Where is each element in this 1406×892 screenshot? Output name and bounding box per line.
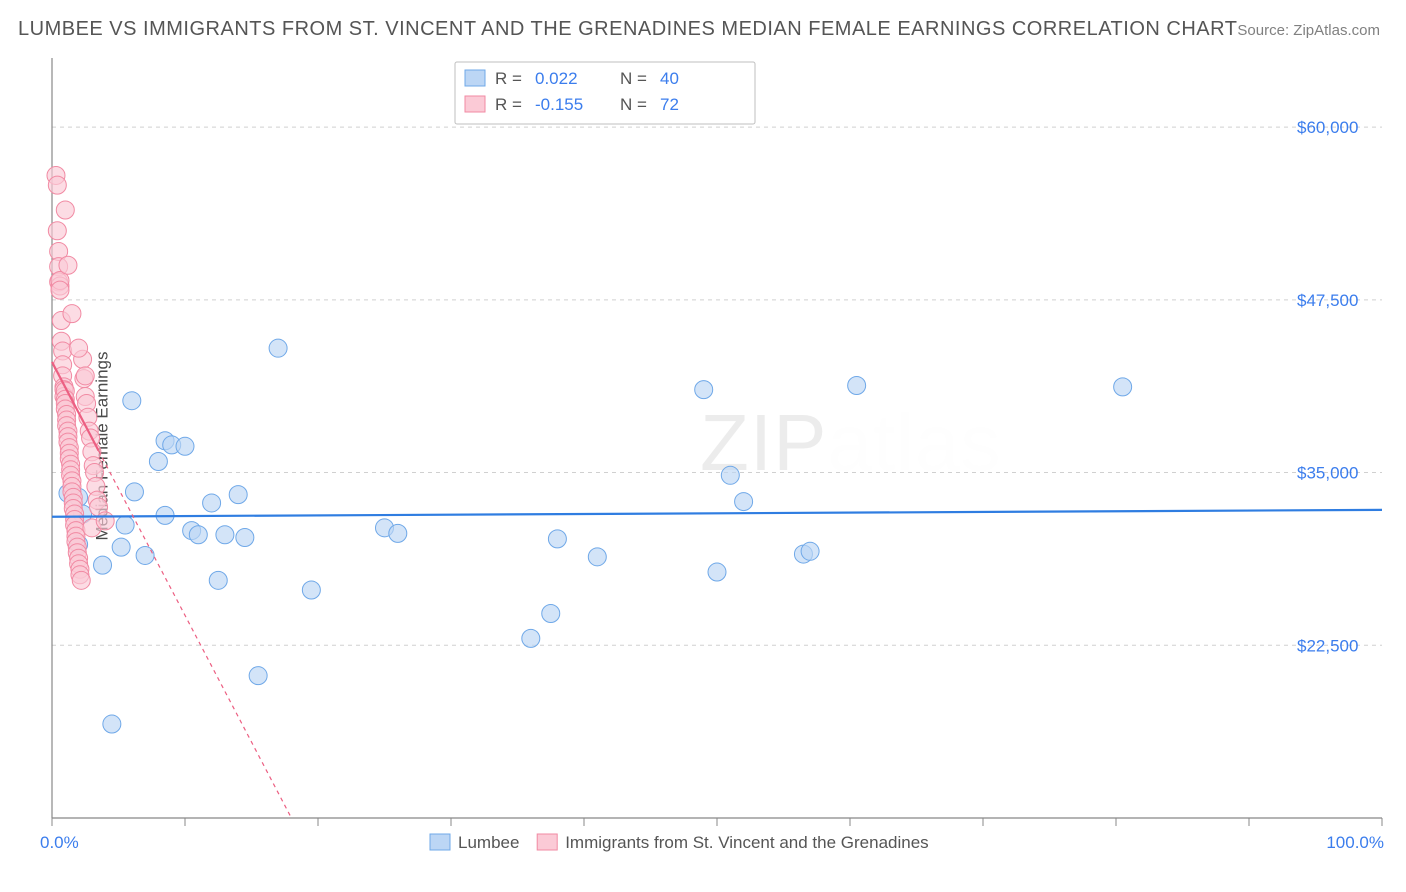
data-point-svg_immigrants [72, 571, 90, 589]
data-point-lumbee [203, 494, 221, 512]
data-point-lumbee [548, 530, 566, 548]
legend-n-label: N = [620, 69, 647, 88]
legend-swatch-svg_immigrants [465, 96, 485, 112]
data-point-lumbee [389, 524, 407, 542]
data-point-svg_immigrants [70, 339, 88, 357]
data-point-lumbee [249, 667, 267, 685]
data-point-lumbee [209, 571, 227, 589]
data-point-lumbee [302, 581, 320, 599]
y-tick-label: $47,500 [1297, 291, 1358, 310]
bottom-legend-swatch-svg_immigrants [537, 834, 557, 850]
data-point-lumbee [721, 466, 739, 484]
legend-swatch-lumbee [465, 70, 485, 86]
bottom-legend-swatch-lumbee [430, 834, 450, 850]
data-point-lumbee [189, 526, 207, 544]
data-point-svg_immigrants [56, 201, 74, 219]
watermark: ZIPatlas [700, 398, 1001, 487]
x-end-label: 100.0% [1326, 833, 1384, 852]
data-point-lumbee [708, 563, 726, 581]
data-point-lumbee [229, 486, 247, 504]
data-point-lumbee [103, 715, 121, 733]
data-point-lumbee [112, 538, 130, 556]
y-tick-label: $60,000 [1297, 118, 1358, 137]
x-start-label: 0.0% [40, 833, 79, 852]
legend-n-label: N = [620, 95, 647, 114]
data-point-lumbee [216, 526, 234, 544]
bottom-legend-label-svg_immigrants: Immigrants from St. Vincent and the Gren… [565, 833, 928, 852]
data-point-lumbee [542, 604, 560, 622]
data-point-lumbee [735, 493, 753, 511]
y-tick-label: $35,000 [1297, 464, 1358, 483]
bottom-legend-label-lumbee: Lumbee [458, 833, 519, 852]
legend-r-label: R = [495, 95, 522, 114]
data-point-lumbee [116, 516, 134, 534]
data-point-lumbee [136, 546, 154, 564]
data-point-svg_immigrants [48, 176, 66, 194]
data-point-lumbee [123, 392, 141, 410]
data-point-lumbee [236, 528, 254, 546]
legend-r-value: -0.155 [535, 95, 583, 114]
data-point-svg_immigrants [96, 512, 114, 530]
data-point-svg_immigrants [48, 222, 66, 240]
data-point-lumbee [125, 483, 143, 501]
legend-r-value: 0.022 [535, 69, 578, 88]
data-point-svg_immigrants [51, 281, 69, 299]
data-point-svg_immigrants [59, 256, 77, 274]
data-point-lumbee [269, 339, 287, 357]
y-tick-label: $22,500 [1297, 636, 1358, 655]
data-point-svg_immigrants [63, 305, 81, 323]
data-point-lumbee [94, 556, 112, 574]
data-point-lumbee [848, 376, 866, 394]
trend-line-lumbee [52, 510, 1382, 517]
data-point-lumbee [588, 548, 606, 566]
data-point-lumbee [176, 437, 194, 455]
legend-n-value: 40 [660, 69, 679, 88]
data-point-lumbee [695, 381, 713, 399]
correlation-chart: $22,500 $35,000 $47,500 $60,000 0.0% 100.0% ZI… [0, 0, 1406, 892]
legend-r-label: R = [495, 69, 522, 88]
data-point-svg_immigrants [76, 367, 94, 385]
data-point-lumbee [522, 629, 540, 647]
trend-line-ext-svg_immigrants [99, 451, 292, 818]
data-point-lumbee [1114, 378, 1132, 396]
data-point-lumbee [801, 542, 819, 560]
data-point-lumbee [149, 452, 167, 470]
legend-n-value: 72 [660, 95, 679, 114]
